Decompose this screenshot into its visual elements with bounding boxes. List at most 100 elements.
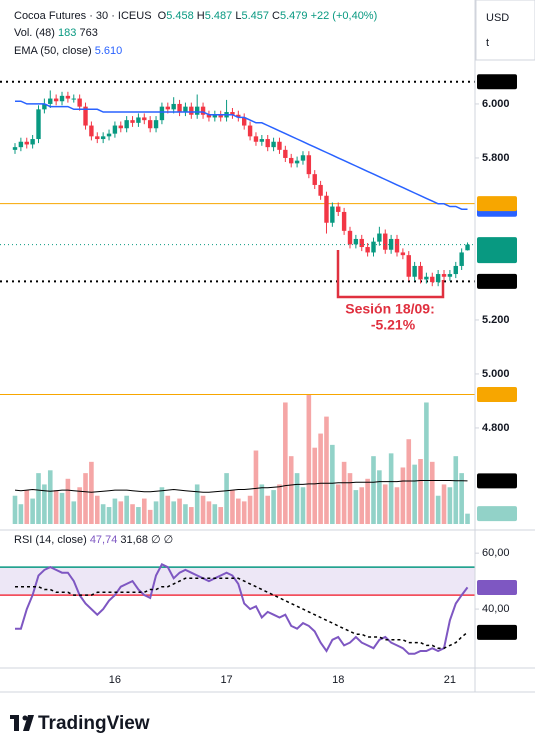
price-level-label-bg: [477, 386, 517, 402]
volume-bar: [53, 490, 59, 524]
volume-bar: [24, 490, 30, 524]
volume-bar: [388, 453, 394, 524]
annotation-text: -5.21%: [371, 317, 416, 333]
volume-bar: [224, 473, 229, 524]
candle-body: [30, 139, 35, 145]
candle-body: [130, 120, 135, 123]
candle-body: [48, 98, 53, 104]
volume-bar: [300, 487, 306, 524]
x-tick-label: 16: [109, 674, 121, 686]
candle-body: [341, 211, 347, 231]
ohlc-label: C: [272, 10, 280, 22]
candle-body: [283, 149, 288, 158]
volume-bar: [312, 447, 318, 524]
candle-body: [441, 274, 447, 277]
candle-body: [418, 265, 423, 280]
candle-body: [465, 244, 470, 251]
candle-body: [312, 174, 317, 185]
volume-bar: [153, 501, 159, 524]
candle-body: [36, 109, 41, 140]
volume-bar: [100, 504, 106, 524]
volume-bar: [194, 484, 200, 524]
brand-name: TradingView: [38, 713, 150, 734]
volume-bar: [12, 495, 18, 524]
rsi-line: [15, 562, 469, 655]
volume-bar: [335, 484, 341, 524]
candle-body: [12, 147, 18, 150]
x-tick-label: 17: [220, 674, 232, 686]
volume-bar: [377, 470, 382, 524]
volume-bar: [359, 487, 365, 524]
volume-bar: [382, 484, 388, 524]
candle-body: [159, 106, 165, 121]
candle-body: [371, 241, 376, 253]
rsi-value: 47,74: [90, 534, 118, 546]
volume-bar: [288, 456, 294, 524]
volume-bar: [42, 484, 47, 524]
candle-body: [388, 238, 394, 250]
volume-bar: [330, 444, 335, 524]
volume-bar: [30, 498, 35, 524]
volume-bar: [59, 492, 65, 524]
volume-bar: [230, 490, 235, 524]
volume-bar: [118, 501, 124, 524]
rsi-label-bg: [477, 624, 517, 640]
volume-bar: [147, 509, 153, 524]
rsi-flags: ∅ ∅: [151, 534, 173, 546]
volume-bar: [106, 507, 112, 524]
candle-body: [71, 98, 76, 100]
volume-bar: [18, 504, 24, 524]
volume-bar: [341, 461, 347, 524]
volume-bar: [306, 394, 312, 524]
volume-bar: [429, 461, 435, 524]
candle-body: [424, 276, 429, 280]
volume-bar: [247, 495, 253, 524]
volume-value: 183: [58, 27, 76, 39]
candle-body: [394, 238, 400, 253]
currency: USD: [486, 12, 509, 24]
candle-body: [53, 98, 59, 102]
candle-body: [300, 155, 306, 161]
candle-body: [265, 139, 270, 148]
volume-bar: [36, 473, 41, 524]
candle-body: [177, 103, 182, 113]
candle-body: [353, 238, 359, 245]
candle-body: [59, 95, 65, 102]
x-tick-label: 18: [332, 674, 344, 686]
volume-bar: [265, 495, 271, 524]
volume-bar: [259, 484, 265, 524]
brand-logo: TradingView: [10, 713, 150, 734]
volume-bar: [465, 513, 470, 524]
y-tick-label: 6.000: [482, 98, 510, 110]
rsi-line: [15, 577, 468, 649]
candle-body: [236, 114, 241, 118]
volume-bar: [47, 470, 53, 524]
rsi-ma-value: 31,68: [120, 534, 148, 546]
ohlc-value: 5.487: [205, 10, 233, 22]
volume-bar: [294, 473, 300, 524]
candle-body: [336, 206, 341, 212]
volume-bar: [212, 504, 218, 524]
candle-body: [95, 136, 100, 140]
volume-bar: [65, 478, 71, 524]
y-tick-label: 5.200: [482, 314, 510, 326]
candle-body: [183, 106, 188, 113]
y-tick-label: 5.000: [482, 368, 510, 380]
rsi-title: RSI (14, close): [14, 534, 87, 546]
candle-body: [147, 120, 153, 129]
candle-body: [206, 114, 212, 118]
candle-body: [365, 247, 370, 253]
volume-bar: [253, 450, 259, 524]
volume-bar: [71, 501, 77, 524]
symbol-legend: Cocoa Futures · 30 · ICEUS O5.458 H5.487…: [14, 10, 377, 22]
price-level-label-bg: [477, 273, 517, 289]
candle-body: [189, 106, 194, 115]
candle-body: [65, 95, 71, 99]
ema-value: 5.610: [95, 45, 123, 57]
candle-body: [153, 120, 159, 129]
candle-body: [247, 125, 253, 137]
volume-bar: [412, 464, 417, 524]
candle-body: [112, 125, 118, 134]
